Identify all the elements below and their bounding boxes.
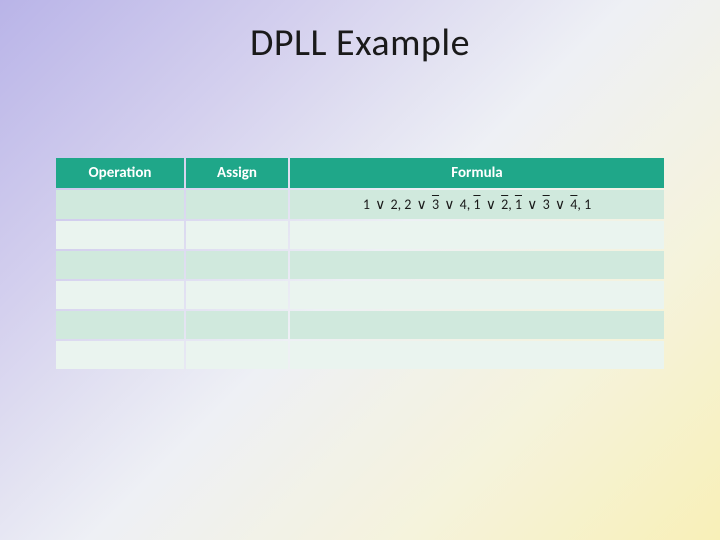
cell-assign — [186, 311, 288, 339]
cell-operation — [56, 311, 184, 339]
col-header-formula: Formula — [290, 158, 664, 188]
dpll-table-wrap: Operation Assign Formula 1 ∨ 2, 2 ∨ 3 ∨ … — [54, 156, 666, 371]
table-header-row: Operation Assign Formula — [56, 158, 664, 188]
cell-operation — [56, 281, 184, 309]
cell-assign — [186, 341, 288, 369]
cell-formula — [290, 341, 664, 369]
cell-assign — [186, 221, 288, 249]
cell-operation — [56, 190, 184, 219]
col-header-operation: Operation — [56, 158, 184, 188]
cell-assign — [186, 190, 288, 219]
cell-formula — [290, 251, 664, 279]
cell-formula — [290, 311, 664, 339]
cell-formula: 1 ∨ 2, 2 ∨ 3 ∨ 4, 1 ∨ 2, 1 ∨ 3 ∨ 4, 1 — [290, 190, 664, 219]
cell-assign — [186, 281, 288, 309]
cell-operation — [56, 221, 184, 249]
table-row — [56, 221, 664, 249]
cell-formula — [290, 281, 664, 309]
dpll-table: Operation Assign Formula 1 ∨ 2, 2 ∨ 3 ∨ … — [54, 156, 666, 371]
table-body: 1 ∨ 2, 2 ∨ 3 ∨ 4, 1 ∨ 2, 1 ∨ 3 ∨ 4, 1 — [56, 190, 664, 369]
cell-formula — [290, 221, 664, 249]
slide-container: DPLL Example Operation Assign Formula 1 … — [0, 0, 720, 540]
table-row — [56, 281, 664, 309]
slide-title: DPLL Example — [0, 20, 720, 66]
cell-operation — [56, 251, 184, 279]
col-header-assign: Assign — [186, 158, 288, 188]
cell-assign — [186, 251, 288, 279]
table-row — [56, 311, 664, 339]
table-row — [56, 341, 664, 369]
table-row — [56, 251, 664, 279]
cell-operation — [56, 341, 184, 369]
table-row: 1 ∨ 2, 2 ∨ 3 ∨ 4, 1 ∨ 2, 1 ∨ 3 ∨ 4, 1 — [56, 190, 664, 219]
